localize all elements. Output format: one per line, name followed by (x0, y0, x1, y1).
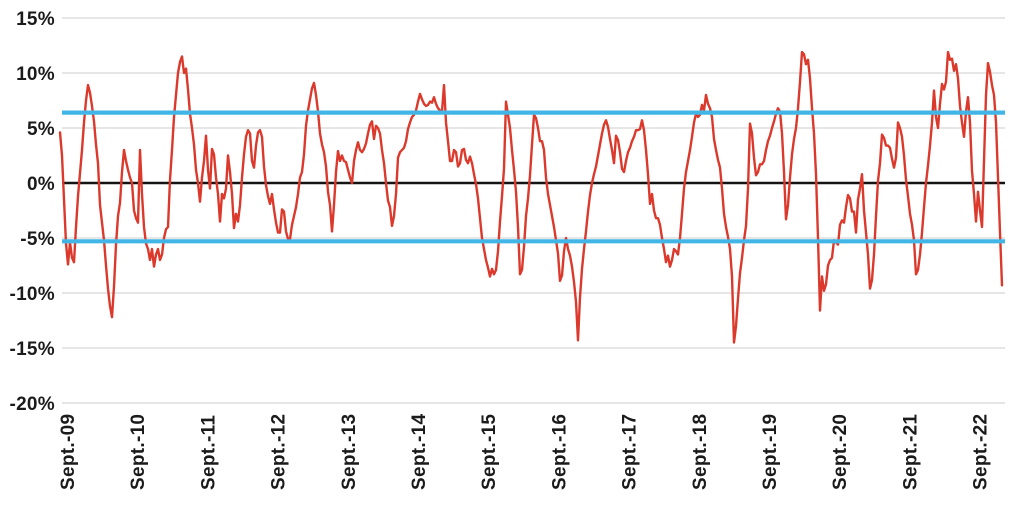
x-axis-tick-label: Sept.-21 (900, 414, 921, 490)
x-axis-tick-label: Sept.-10 (128, 414, 149, 490)
x-axis-tick-label: Sept.-19 (760, 414, 781, 490)
y-axis-tick-label: -20% (9, 394, 55, 415)
y-axis-tick-label: -5% (20, 229, 55, 250)
x-axis-tick-label: Sept.-18 (690, 414, 711, 490)
x-axis-tick-label: Sept.-09 (58, 414, 79, 490)
x-axis-tick-label: Sept.-13 (339, 414, 360, 490)
x-axis-tick-label: Sept.-22 (971, 414, 992, 490)
y-axis-tick-label: 15% (16, 9, 55, 30)
x-axis-tick-label: Sept.-12 (269, 414, 290, 490)
y-axis-tick-label: -15% (9, 339, 55, 360)
x-axis-tick-label: Sept.-14 (409, 414, 430, 490)
y-axis-tick-label: -10% (9, 284, 55, 305)
y-axis-tick-label: 5% (27, 119, 55, 140)
x-axis-tick-label: Sept.-15 (479, 414, 500, 490)
x-axis-tick-label: Sept.-17 (620, 414, 641, 490)
x-axis-tick-label: Sept.-11 (198, 415, 219, 490)
y-axis-tick-label: 0% (27, 174, 55, 195)
red-line-series (58, 50, 1004, 344)
x-axis-tick-label: Sept.-20 (830, 414, 851, 490)
x-axis-tick-label: Sept.-16 (549, 414, 570, 490)
y-axis-tick-label: 10% (16, 64, 55, 85)
